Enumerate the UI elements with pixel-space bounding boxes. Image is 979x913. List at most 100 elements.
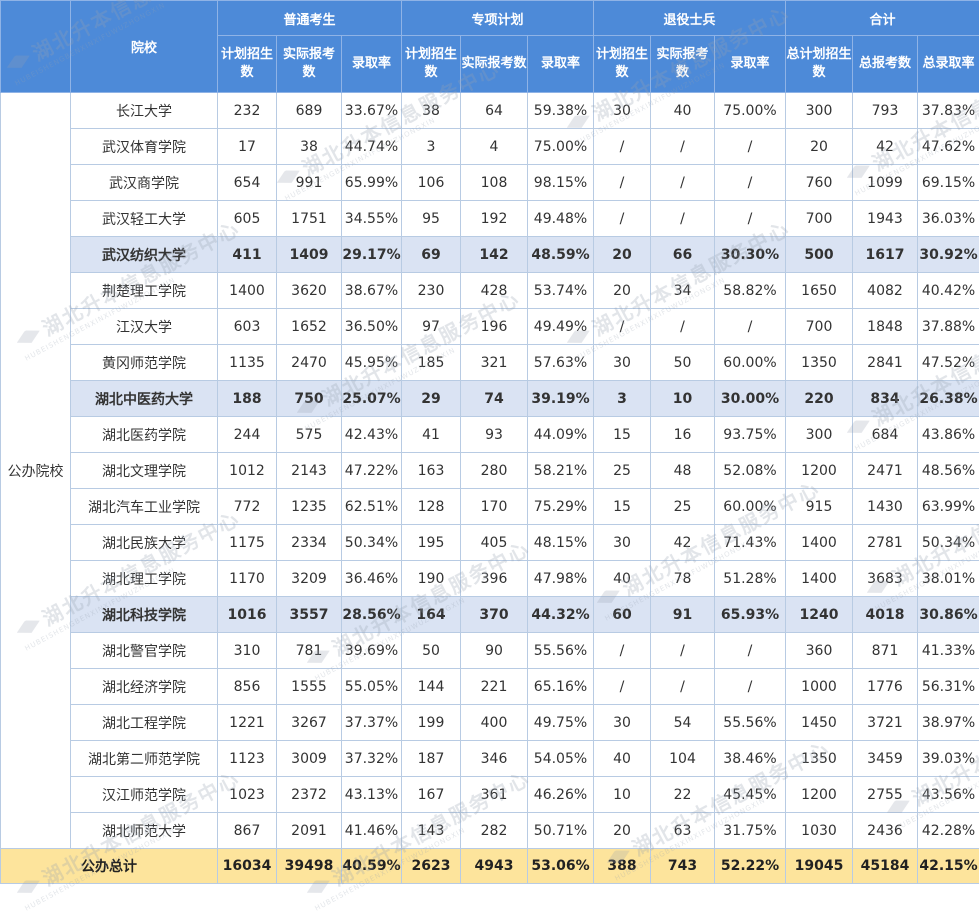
header-group-veteran: 退役士兵 <box>594 1 786 36</box>
header-sub-cell: 录取率 <box>342 36 402 93</box>
total-value-cell: 2623 <box>402 849 461 884</box>
header-school: 院校 <box>71 1 218 93</box>
school-name-cell: 长江大学 <box>71 93 218 129</box>
value-cell: 360 <box>786 633 853 669</box>
category-cell: 公办院校 <box>1 93 71 849</box>
value-cell: 30 <box>594 345 651 381</box>
value-cell: 47.62% <box>918 129 979 165</box>
value-cell: 43.86% <box>918 417 979 453</box>
value-cell: 230 <box>402 273 461 309</box>
value-cell: 361 <box>461 777 528 813</box>
value-cell: 3267 <box>277 705 342 741</box>
value-cell: 321 <box>461 345 528 381</box>
value-cell: 25.07% <box>342 381 402 417</box>
value-cell: 42.43% <box>342 417 402 453</box>
total-value-cell: 53.06% <box>528 849 594 884</box>
header-group-regular: 普通考生 <box>218 1 402 36</box>
value-cell: 1617 <box>853 237 918 273</box>
value-cell: 871 <box>853 633 918 669</box>
value-cell: 30 <box>594 705 651 741</box>
value-cell: 1350 <box>786 345 853 381</box>
value-cell: 106 <box>402 165 461 201</box>
header-group-total: 合计 <box>786 1 979 36</box>
value-cell: 95 <box>402 201 461 237</box>
value-cell: / <box>594 309 651 345</box>
value-cell: 1652 <box>277 309 342 345</box>
value-cell: 2471 <box>853 453 918 489</box>
header-sub-cell: 录取率 <box>528 36 594 93</box>
value-cell: 42 <box>853 129 918 165</box>
value-cell: 1409 <box>277 237 342 273</box>
value-cell: 25 <box>651 489 715 525</box>
value-cell: 97 <box>402 309 461 345</box>
value-cell: 188 <box>218 381 277 417</box>
value-cell: 50.34% <box>342 525 402 561</box>
value-cell: 30 <box>594 525 651 561</box>
value-cell: 1135 <box>218 345 277 381</box>
value-cell: 65.16% <box>528 669 594 705</box>
value-cell: 3 <box>402 129 461 165</box>
value-cell: 300 <box>786 93 853 129</box>
header-sub-cell: 计划招生数 <box>402 36 461 93</box>
school-name-cell: 湖北经济学院 <box>71 669 218 705</box>
value-cell: 75.00% <box>528 129 594 165</box>
value-cell: 40 <box>651 93 715 129</box>
value-cell: 26.38% <box>918 381 979 417</box>
value-cell: 44.32% <box>528 597 594 633</box>
header-sub-cell: 实际报考数 <box>277 36 342 93</box>
school-name-cell: 武汉轻工大学 <box>71 201 218 237</box>
value-cell: 44.09% <box>528 417 594 453</box>
header-blank <box>1 1 71 93</box>
value-cell: 52.08% <box>715 453 786 489</box>
value-cell: 2841 <box>853 345 918 381</box>
value-cell: 55.56% <box>715 705 786 741</box>
total-value-cell: 45184 <box>853 849 918 884</box>
value-cell: 65.99% <box>342 165 402 201</box>
enrollment-table: 院校 普通考生 专项计划 退役士兵 合计 计划招生数实际报考数录取率计划招生数实… <box>0 0 979 884</box>
value-cell: 37.32% <box>342 741 402 777</box>
value-cell: 47.52% <box>918 345 979 381</box>
value-cell: 93 <box>461 417 528 453</box>
school-name-cell: 江汉大学 <box>71 309 218 345</box>
value-cell: 772 <box>218 489 277 525</box>
header-sub-cell: 实际报考数 <box>651 36 715 93</box>
value-cell: 1400 <box>786 525 853 561</box>
value-cell: 56.31% <box>918 669 979 705</box>
total-value-cell: 40.59% <box>342 849 402 884</box>
value-cell: 684 <box>853 417 918 453</box>
value-cell: 69 <box>402 237 461 273</box>
value-cell: 700 <box>786 309 853 345</box>
value-cell: 50.71% <box>528 813 594 849</box>
value-cell: / <box>651 129 715 165</box>
value-cell: 2755 <box>853 777 918 813</box>
total-value-cell: 16034 <box>218 849 277 884</box>
value-cell: 54.05% <box>528 741 594 777</box>
header-sub-cell: 录取率 <box>715 36 786 93</box>
value-cell: 1000 <box>786 669 853 705</box>
value-cell: 66 <box>651 237 715 273</box>
value-cell: 221 <box>461 669 528 705</box>
value-cell: 428 <box>461 273 528 309</box>
total-value-cell: 39498 <box>277 849 342 884</box>
value-cell: 36.46% <box>342 561 402 597</box>
value-cell: 1400 <box>218 273 277 309</box>
value-cell: 700 <box>786 201 853 237</box>
value-cell: 30.86% <box>918 597 979 633</box>
value-cell: 4018 <box>853 597 918 633</box>
value-cell: 48.59% <box>528 237 594 273</box>
value-cell: 51.28% <box>715 561 786 597</box>
value-cell: 42 <box>651 525 715 561</box>
value-cell: 22 <box>651 777 715 813</box>
value-cell: 30.92% <box>918 237 979 273</box>
value-cell: 20 <box>594 237 651 273</box>
value-cell: / <box>715 201 786 237</box>
value-cell: 40 <box>594 741 651 777</box>
